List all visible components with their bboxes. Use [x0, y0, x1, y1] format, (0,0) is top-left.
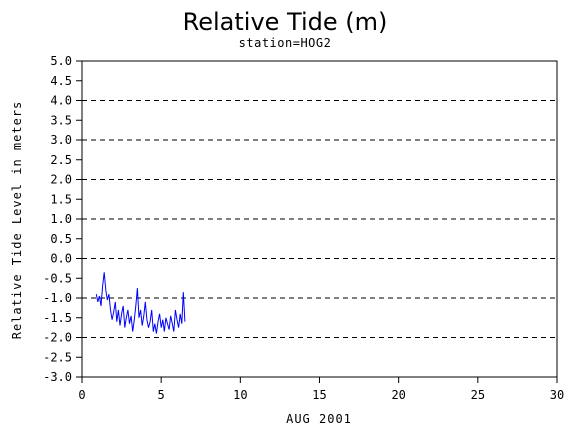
chart-title: Relative Tide (m) — [183, 8, 388, 36]
y-axis: 5.0 4.5 4.0 3.5 3.0 2.5 2.0 1.5 1.0 0.5 0.0 -0.5 -1.… — [43, 54, 82, 384]
y-tick-label: 2.0 — [50, 173, 72, 187]
x-tick-label: 25 — [471, 388, 485, 402]
y-tick-label: 3.5 — [50, 113, 72, 127]
x-tick-label: 20 — [391, 388, 405, 402]
y-tick-label: -3.0 — [43, 370, 72, 384]
x-tick-label: 5 — [158, 388, 165, 402]
series-line — [95, 272, 186, 334]
y-tick-label: 5.0 — [50, 54, 72, 68]
y-tick-label: 3.0 — [50, 133, 72, 147]
y-tick-label: -1.5 — [43, 311, 72, 325]
x-tick-label: 30 — [550, 388, 564, 402]
y-tick-label: -1.0 — [43, 291, 72, 305]
plot-area — [95, 272, 186, 334]
x-tick-label: 10 — [233, 388, 247, 402]
y-tick-label: -0.5 — [43, 271, 72, 285]
y-tick-label: 1.5 — [50, 192, 72, 206]
y-tick-label: -2.0 — [43, 331, 72, 345]
y-tick-label: 1.0 — [50, 212, 72, 226]
x-tick-label: 15 — [312, 388, 326, 402]
y-axis-label: Relative Tide Level in meters — [10, 101, 24, 340]
y-tick-label: 0.5 — [50, 232, 72, 246]
x-tick-label: 0 — [78, 388, 85, 402]
y-tick-label: 4.5 — [50, 74, 72, 88]
x-axis: 0 5 10 15 20 25 30 — [78, 377, 564, 402]
y-tick-label: 4.0 — [50, 94, 72, 108]
y-tick-label: 0.0 — [50, 252, 72, 266]
x-axis-label: AUG 2001 — [286, 412, 352, 426]
y-tick-label: 2.5 — [50, 153, 72, 167]
chart-subtitle: station=HOG2 — [239, 36, 332, 50]
y-tick-label: -2.5 — [43, 350, 72, 364]
